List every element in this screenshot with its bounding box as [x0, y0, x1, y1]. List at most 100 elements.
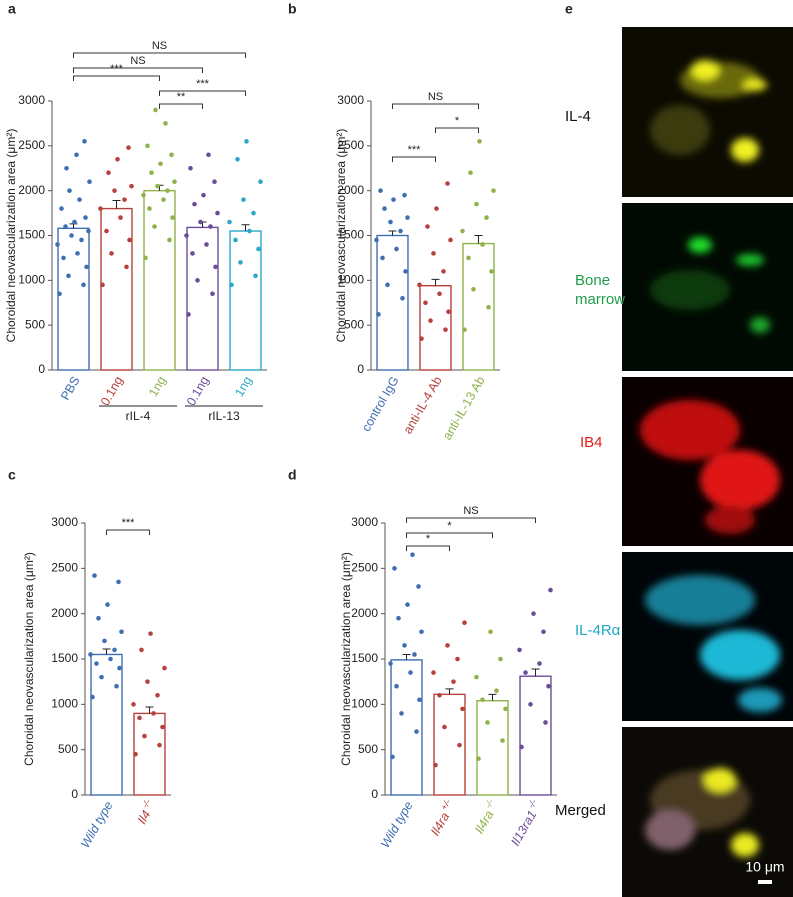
- data-point: [441, 269, 446, 274]
- category-name: anti-IL-13 Ab: [440, 374, 488, 442]
- data-point: [75, 251, 80, 256]
- category-superscript: +/-: [439, 798, 453, 812]
- significance-bracket: [159, 90, 246, 96]
- data-point: [157, 742, 162, 748]
- category-name: Il4ra: [472, 808, 496, 836]
- data-point: [167, 237, 172, 243]
- image-label: marrow: [575, 291, 625, 308]
- data-point: [133, 751, 138, 757]
- data-point: [486, 304, 491, 310]
- data-point: [392, 566, 397, 571]
- data-point: [116, 579, 121, 585]
- data-point: [169, 152, 174, 158]
- y-tick-label: 2500: [51, 561, 78, 575]
- error-bar: [102, 648, 111, 655]
- data-point: [396, 615, 401, 621]
- data-point: [523, 670, 528, 675]
- data-point: [417, 282, 422, 288]
- data-point: [109, 251, 114, 256]
- x-tick-label: Wild type: [78, 799, 116, 850]
- data-point: [390, 754, 395, 760]
- significance-label: *: [455, 115, 460, 127]
- x-tick-label: Il4-/-: [132, 798, 159, 827]
- data-point: [394, 246, 399, 252]
- image-label: IL-4: [565, 108, 591, 125]
- x-tick-label: Wild type: [378, 799, 416, 850]
- data-point: [69, 233, 74, 238]
- data-point: [410, 552, 415, 558]
- image-label: Merged: [555, 802, 606, 819]
- data-point: [66, 273, 71, 279]
- y-tick-label: 1000: [337, 273, 364, 287]
- data-point: [477, 139, 482, 144]
- x-tick-label: 1ng: [232, 374, 255, 399]
- data-point: [115, 156, 120, 162]
- data-point: [543, 720, 548, 725]
- data-point: [241, 197, 246, 202]
- data-point: [503, 706, 508, 712]
- category-name: 1ng: [232, 374, 255, 399]
- chart-panel: b Choroidal neovascularization area (μm²)…: [288, 1, 500, 443]
- data-point: [394, 683, 399, 689]
- data-point: [127, 237, 132, 243]
- y-tick-label: 1500: [337, 228, 364, 242]
- bone-marrow-signal: [650, 237, 770, 333]
- bar: [186, 226, 219, 371]
- bar: [100, 207, 133, 371]
- data-point: [98, 206, 103, 211]
- error-bar: [474, 235, 483, 244]
- data-point: [201, 192, 206, 198]
- data-point: [548, 587, 553, 593]
- y-tick-label: 1500: [51, 651, 78, 665]
- data-point: [158, 161, 163, 167]
- significance-bracket: [406, 532, 493, 538]
- group-label: rIL-4: [126, 409, 151, 423]
- error-bar: [488, 693, 497, 701]
- significance-label: NS: [130, 55, 145, 67]
- data-point: [434, 206, 439, 211]
- bar: [476, 700, 509, 796]
- data-point: [247, 228, 252, 234]
- data-point: [57, 291, 62, 297]
- data-point: [79, 237, 84, 243]
- data-point: [428, 318, 433, 323]
- error-bar: [431, 278, 440, 286]
- data-point: [137, 715, 142, 721]
- bar: [90, 653, 123, 796]
- data-point: [139, 647, 144, 653]
- data-point: [206, 152, 211, 158]
- data-point: [400, 295, 405, 301]
- data-point: [446, 309, 451, 315]
- data-point: [129, 183, 134, 189]
- data-point: [376, 312, 381, 317]
- data-point: [474, 674, 479, 680]
- data-point: [402, 643, 407, 648]
- data-point: [517, 647, 522, 653]
- bar: [143, 189, 176, 371]
- data-point: [99, 674, 104, 680]
- data-point: [72, 219, 77, 225]
- data-point: [405, 602, 410, 607]
- data-point: [96, 615, 101, 621]
- category-name: Il13ra1: [508, 808, 539, 848]
- y-tick-label: 3000: [18, 93, 45, 107]
- data-point: [77, 197, 82, 202]
- data-point: [90, 694, 95, 700]
- significance-label: ***: [196, 78, 210, 90]
- y-tick-label: 500: [344, 317, 364, 331]
- y-tick-label: 3000: [337, 93, 364, 107]
- error-bar: [402, 653, 411, 660]
- data-point: [195, 278, 200, 283]
- image-panel: [622, 27, 793, 897]
- data-point: [382, 206, 387, 211]
- y-tick-label: 2500: [337, 138, 364, 152]
- data-point: [188, 165, 193, 171]
- y-tick-label: 2000: [351, 606, 378, 620]
- bar: [376, 234, 409, 371]
- data-point: [437, 692, 442, 698]
- x-tick-label: 0.1ng: [184, 374, 212, 408]
- data-point: [155, 692, 160, 698]
- data-point: [149, 170, 154, 176]
- y-tick-label: 2000: [337, 183, 364, 197]
- y-tick-label: 2500: [18, 138, 45, 152]
